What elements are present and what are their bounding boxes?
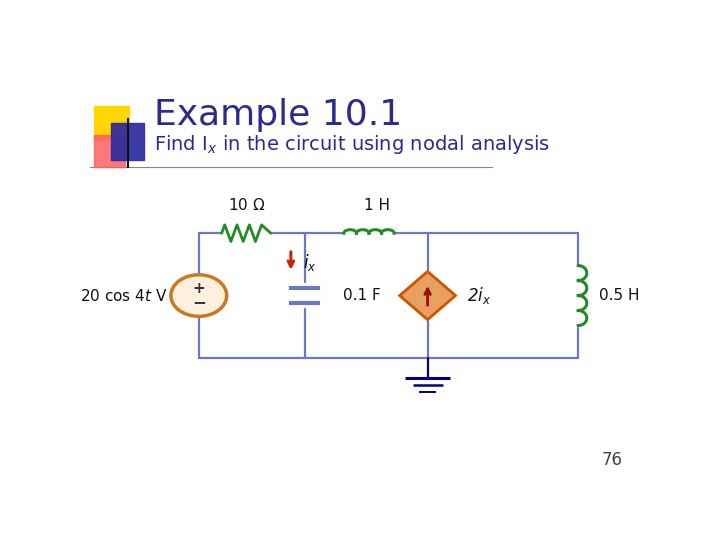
Text: 10 $\Omega$: 10 $\Omega$ [228, 197, 265, 213]
Text: 0.1 F: 0.1 F [343, 288, 381, 303]
Text: $i_x$: $i_x$ [303, 252, 317, 273]
Text: 20 cos 4$t$ V: 20 cos 4$t$ V [80, 288, 167, 303]
Text: Example 10.1: Example 10.1 [154, 98, 402, 132]
Text: +: + [192, 281, 205, 296]
Text: 1 H: 1 H [364, 198, 390, 213]
FancyBboxPatch shape [94, 136, 125, 167]
Bar [94, 105, 129, 140]
Text: 76: 76 [602, 451, 623, 469]
Text: 0.5 H: 0.5 H [600, 288, 640, 303]
Text: Find $\mathrm{I}_x$ in the circuit using nodal analysis: Find $\mathrm{I}_x$ in the circuit using… [154, 133, 550, 156]
Bar [111, 123, 143, 160]
Polygon shape [400, 272, 456, 320]
Text: −: − [192, 293, 206, 311]
Text: 2$i_x$: 2$i_x$ [467, 285, 491, 306]
Circle shape [171, 275, 227, 316]
